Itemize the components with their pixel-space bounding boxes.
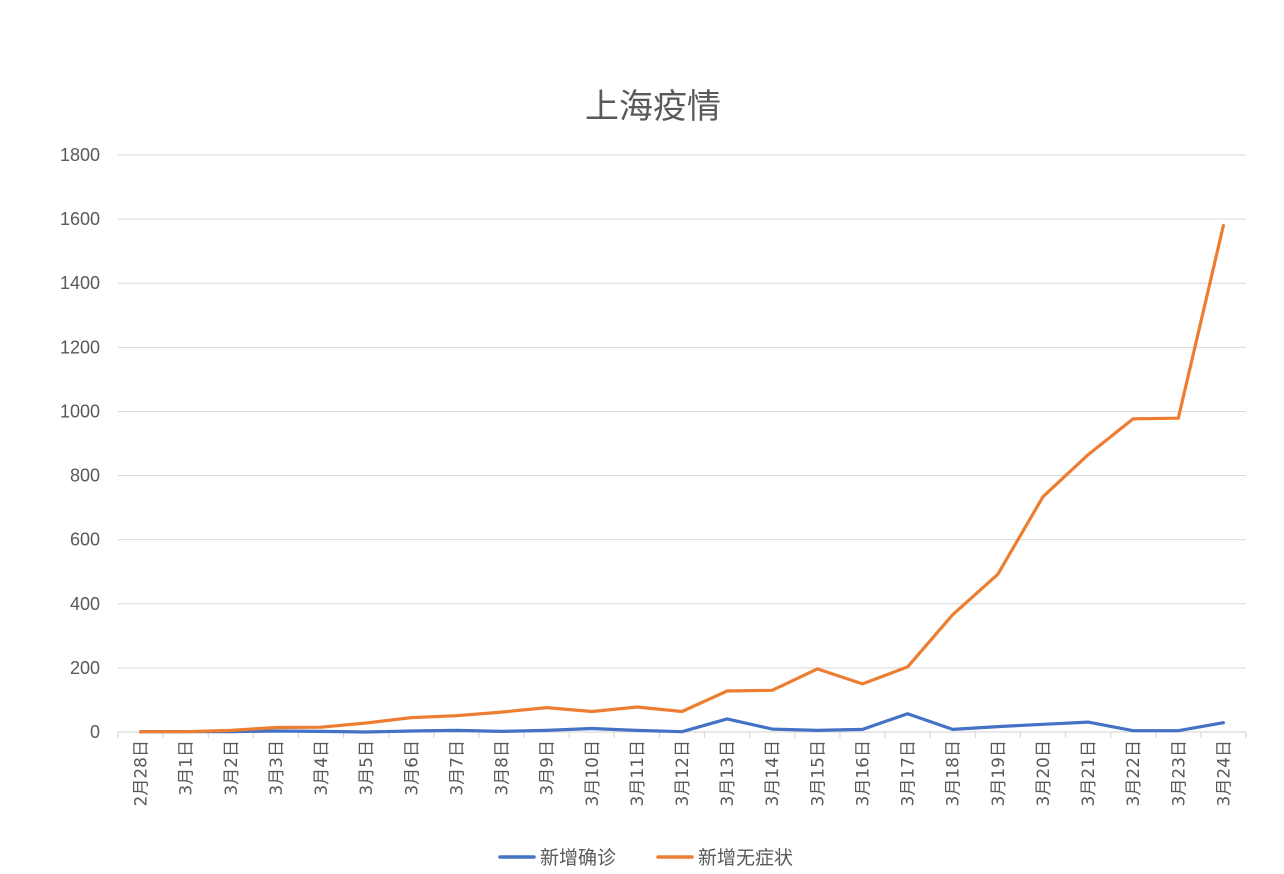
x-tick-label: 3月2日 [222,740,242,796]
x-tick-label: 3月19日 [989,740,1009,806]
legend-label-1: 新增确诊 [540,847,616,869]
y-tick-label: 200 [70,658,100,678]
x-tick-label: 3月4日 [312,740,332,796]
x-tick-label: 3月7日 [447,740,467,796]
y-tick-label: 400 [70,594,100,614]
x-tick-label: 3月5日 [357,740,377,796]
x-tick-label: 3月17日 [899,740,919,806]
y-tick-label: 0 [90,722,100,742]
series-lines [139,223,1226,734]
x-tick-label: 3月18日 [944,740,964,806]
x-tick-label: 3月11日 [628,740,648,806]
y-tick-label: 800 [70,466,100,486]
gridlines [117,154,1247,738]
x-tick-label: 3月13日 [718,740,738,806]
x-tick-label: 2月28日 [132,740,152,806]
series-line-1 [139,712,1226,734]
x-tick-label: 3月16日 [853,740,873,806]
x-tick-label: 3月8日 [493,740,513,796]
y-tick-label: 1200 [60,337,100,357]
y-tick-label: 1600 [60,209,100,229]
y-tick-label: 600 [70,530,100,550]
x-tick-label: 3月24日 [1214,740,1234,806]
y-axis-ticks: 0 200 400 600 800 1000 1200 1400 1600 1800 [60,145,100,742]
x-tick-label: 3月22日 [1124,740,1144,806]
y-tick-label: 1000 [60,401,100,421]
x-tick-label: 3月10日 [583,740,603,806]
x-tick-label: 3月15日 [808,740,828,806]
legend: 新增确诊 新增无症状 [498,847,793,869]
x-tick-label: 3月9日 [538,740,558,796]
chart-title: 上海疫情 [585,87,721,127]
x-tick-label: 3月21日 [1079,740,1099,806]
legend-label-2: 新增无症状 [698,847,793,869]
x-tick-label: 3月3日 [267,740,287,796]
x-tick-label: 3月1日 [177,740,197,796]
x-tick-label: 3月12日 [673,740,693,806]
x-tick-label: 3月20日 [1034,740,1054,806]
x-tick-label: 3月6日 [402,740,422,796]
x-axis-ticks: 2月28日 3月1日 3月2日 3月3日 3月4日 3月5日 3月6日 3月7日 3月8日 3月9… [132,740,1235,806]
y-tick-label: 1800 [60,145,100,165]
series-line-2 [139,223,1226,734]
y-tick-label: 1400 [60,273,100,293]
x-tick-label: 3月14日 [763,740,783,806]
x-tick-label: 3月23日 [1169,740,1189,806]
